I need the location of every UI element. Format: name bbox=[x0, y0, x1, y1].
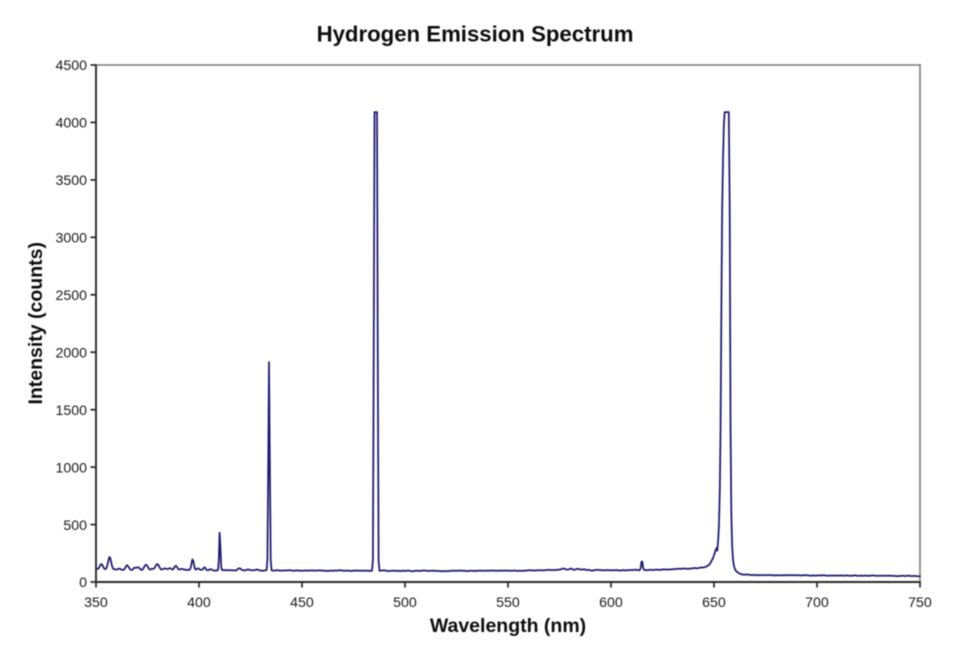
svg-text:0: 0 bbox=[79, 575, 87, 591]
svg-text:Intensity (counts): Intensity (counts) bbox=[25, 242, 47, 405]
svg-text:350: 350 bbox=[84, 595, 108, 611]
svg-text:2500: 2500 bbox=[55, 288, 87, 304]
svg-text:2000: 2000 bbox=[55, 345, 87, 361]
svg-text:400: 400 bbox=[187, 595, 211, 611]
svg-text:1500: 1500 bbox=[55, 403, 87, 419]
svg-text:500: 500 bbox=[393, 595, 417, 611]
svg-text:650: 650 bbox=[702, 595, 726, 611]
svg-text:500: 500 bbox=[63, 518, 87, 534]
svg-text:1000: 1000 bbox=[55, 460, 87, 476]
svg-text:3000: 3000 bbox=[55, 231, 87, 247]
svg-text:750: 750 bbox=[908, 595, 932, 611]
svg-text:Hydrogen Emission Spectrum: Hydrogen Emission Spectrum bbox=[317, 22, 634, 47]
svg-text:4500: 4500 bbox=[55, 58, 87, 74]
svg-text:550: 550 bbox=[496, 595, 520, 611]
svg-text:450: 450 bbox=[290, 595, 314, 611]
svg-text:Wavelength (nm): Wavelength (nm) bbox=[430, 615, 586, 637]
svg-text:700: 700 bbox=[805, 595, 829, 611]
svg-text:3500: 3500 bbox=[55, 173, 87, 189]
svg-text:4000: 4000 bbox=[55, 116, 87, 132]
svg-text:600: 600 bbox=[599, 595, 623, 611]
